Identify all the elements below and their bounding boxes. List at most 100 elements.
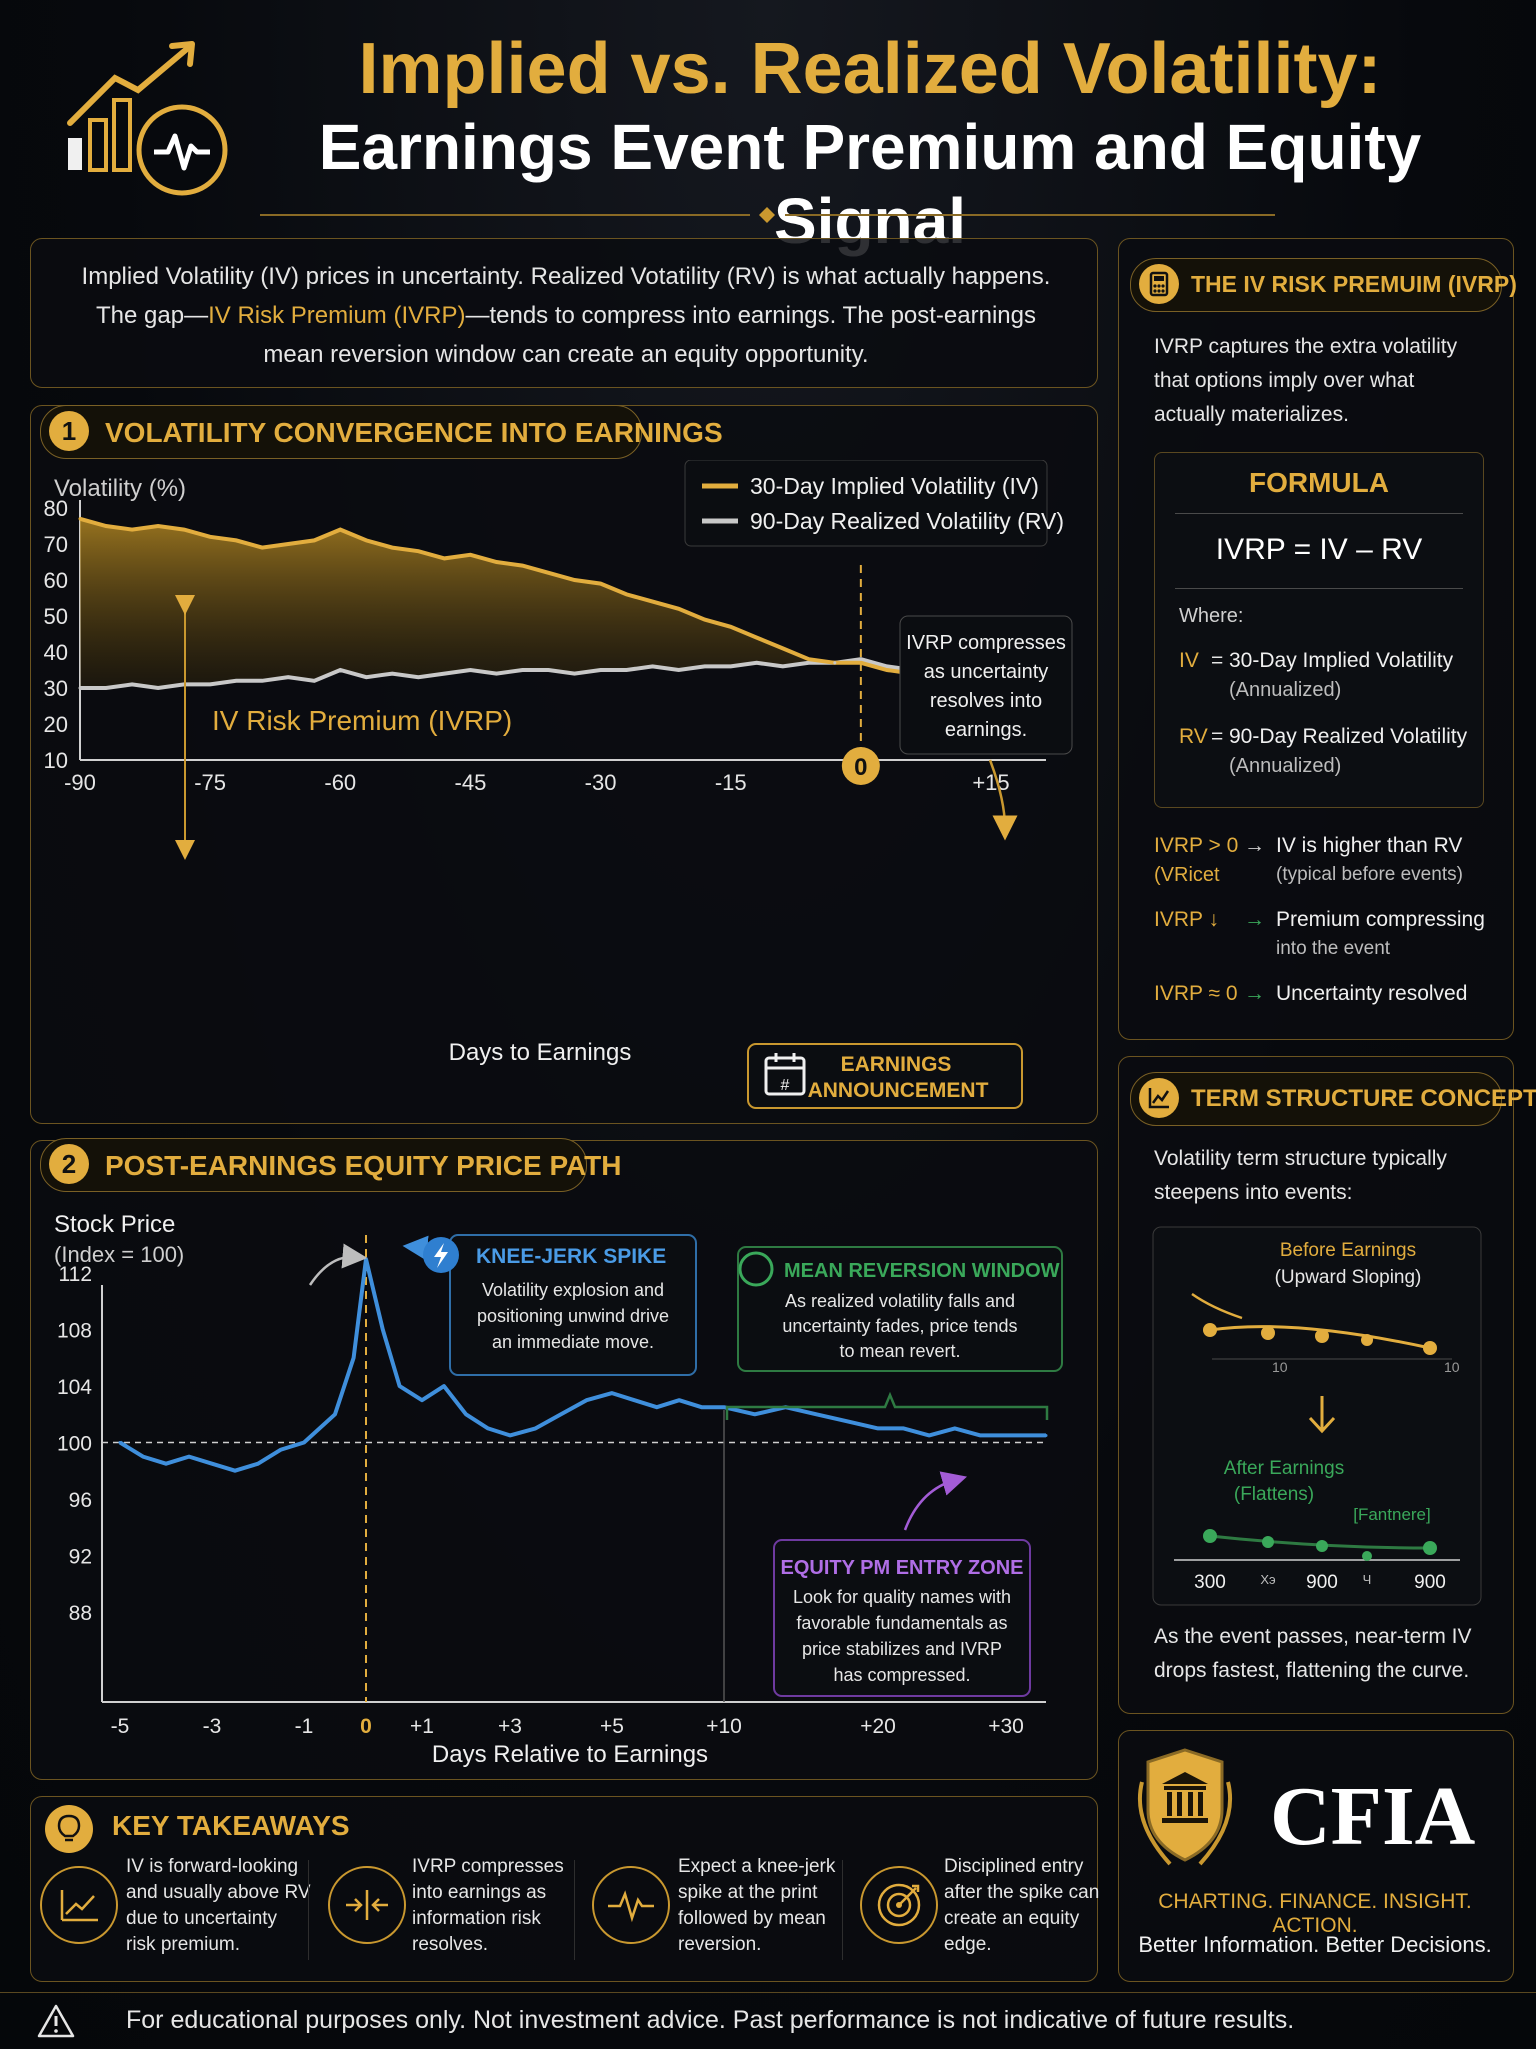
callout-line-3: resolves into (930, 690, 1042, 712)
vol-xtick-1: -75 (194, 770, 226, 795)
price-point-18 (508, 1433, 512, 1437)
vol-ytick-50: 50 (44, 604, 68, 629)
rv-eq: = (1211, 725, 1224, 748)
rv-key: RV (1179, 725, 1208, 748)
iv-point-4 (182, 528, 186, 532)
takeaway-2-line-1: IVRP compresses (412, 1856, 564, 1877)
price-point-13 (398, 1384, 402, 1388)
before-title: Before Earnings (1280, 1240, 1416, 1261)
takeaway-1-line-3: due to uncertainty (126, 1908, 278, 1929)
vol-legend (684, 460, 1048, 547)
price-point-14 (420, 1398, 424, 1402)
term-structure-diagram: Before Earnings (Upward Sloping) 10 10 A… (1152, 1226, 1482, 1606)
formula-title: FORMULA (1249, 467, 1389, 498)
price-xtick-5: +3 (498, 1715, 522, 1738)
spike-title: KNEE-JERK SPIKE (476, 1245, 666, 1268)
iv-point-30 (859, 661, 863, 665)
reversion-callout (737, 1246, 1063, 1372)
rv-point-13 (416, 675, 420, 679)
price-ytick-96: 96 (69, 1489, 92, 1512)
takeaways-title: KEY TAKEAWAYS (112, 1810, 350, 1841)
after-title: After Earnings (1224, 1458, 1344, 1479)
iv-point-23 (677, 607, 681, 611)
iv-def: 30-Day Implied Volatility (1229, 649, 1454, 672)
price-point-9 (333, 1412, 337, 1416)
entry-callout (773, 1539, 1031, 1697)
price-point-5 (233, 1469, 237, 1473)
rv-point-27 (781, 664, 785, 668)
rv-point-29 (833, 661, 837, 665)
price-point-11 (364, 1257, 368, 1261)
warning-icon (37, 2004, 75, 2038)
vol-ytick-60: 60 (44, 568, 68, 593)
term-footer: As the event passes, near-term IV drops … (1154, 1620, 1494, 1688)
takeaway-3-line-1: Expect a knee-jerk (678, 1856, 836, 1877)
price-ytick-108: 108 (57, 1320, 92, 1343)
rv-point-1 (104, 686, 108, 690)
vol-xlabel: Days to Earnings (449, 1039, 632, 1066)
price-point-15 (442, 1384, 446, 1388)
ivrp-label: IV Risk Premium (IVRP) (212, 705, 512, 736)
earnings-box-line-1: EARNINGS (841, 1053, 952, 1076)
after-point-2 (1262, 1536, 1274, 1548)
rv-point-11 (364, 675, 368, 679)
rv-point-21 (625, 668, 629, 672)
iv-point-0 (78, 517, 82, 521)
iv-point-5 (208, 535, 212, 539)
iv-eq: = (1211, 649, 1224, 672)
ivrp-title: THE IV RISK PREMUIM (IVRP) (1191, 271, 1517, 297)
price-point-0 (118, 1441, 122, 1444)
iv-point-31 (885, 668, 889, 672)
rv-point-16 (494, 672, 498, 676)
iv-point-28 (807, 657, 811, 661)
rule-3-arrow: → (1244, 982, 1265, 1005)
iv-point-8 (286, 542, 290, 546)
takeaway-1-line-4: risk premium. (126, 1934, 241, 1955)
price-point-7 (279, 1448, 283, 1452)
takeaway-4-line-2: after the spike can (944, 1882, 1100, 1903)
formula-box: FORMULA IVRP = IV – RV Where: IV = 30-Da… (1154, 452, 1484, 808)
vol-ytick-70: 70 (44, 532, 68, 557)
price-ytick-112: 112 (59, 1263, 92, 1286)
price-point-21 (585, 1398, 588, 1402)
price-point-26 (700, 1405, 704, 1409)
title-divider (260, 207, 1275, 223)
term-badge: TERM STRUCTURE CONCEPT (1130, 1072, 1536, 1126)
rv-point-10 (338, 668, 342, 672)
callout-line-2: as uncertainty (924, 661, 1049, 683)
ivrp-area (80, 518, 1035, 688)
price-ylabel-1: Stock Price (54, 1211, 175, 1238)
entry-title: EQUITY PM ENTRY ZONE (781, 1557, 1024, 1579)
iv-point-6 (234, 538, 238, 542)
price-xtick-7: +10 (706, 1715, 742, 1738)
takeaway-3-line-2: spike at the print (678, 1882, 818, 1903)
vol-xtick-3: -45 (455, 770, 487, 795)
after-tick-1: 300 (1194, 1572, 1226, 1593)
price-point-23 (632, 1398, 636, 1402)
disclaimer-text: For educational purposes only. Not inves… (126, 2006, 1295, 2034)
calendar-icon: # (764, 1053, 806, 1096)
rv-note: (Annualized) (1229, 755, 1342, 777)
iv-point-9 (312, 538, 316, 542)
entry-line-1: Look for quality names with (793, 1587, 1011, 1607)
price-ytick-92: 92 (69, 1545, 92, 1568)
takeaway-4-text: Disciplined entry after the spike can crea… (944, 1854, 1099, 1958)
term-desc-1: Volatility term structure typically (1154, 1147, 1447, 1170)
takeaway-2-line-4: resolves. (412, 1934, 489, 1955)
term-desc-2: steepens into events: (1154, 1181, 1353, 1204)
earnings-announcement-box (747, 1043, 1023, 1109)
iv-point-26 (755, 636, 759, 640)
after-sub: (Flattens) (1234, 1484, 1314, 1505)
lightbulb-icon (45, 1805, 93, 1853)
before-point-3 (1315, 1329, 1329, 1343)
after-point-3 (1316, 1540, 1328, 1552)
section2-number: 2 (49, 1144, 89, 1184)
vol-ytick-20: 20 (44, 712, 68, 737)
earnings-marker (841, 747, 880, 785)
rv-point-17 (520, 668, 524, 672)
iv-point-20 (599, 582, 603, 586)
rv-point-8 (286, 675, 290, 679)
before-point-4 (1361, 1334, 1373, 1346)
reversion-title: MEAN REVERSION WINDOW (784, 1260, 1060, 1282)
price-xtick-3: 0 (360, 1715, 372, 1738)
